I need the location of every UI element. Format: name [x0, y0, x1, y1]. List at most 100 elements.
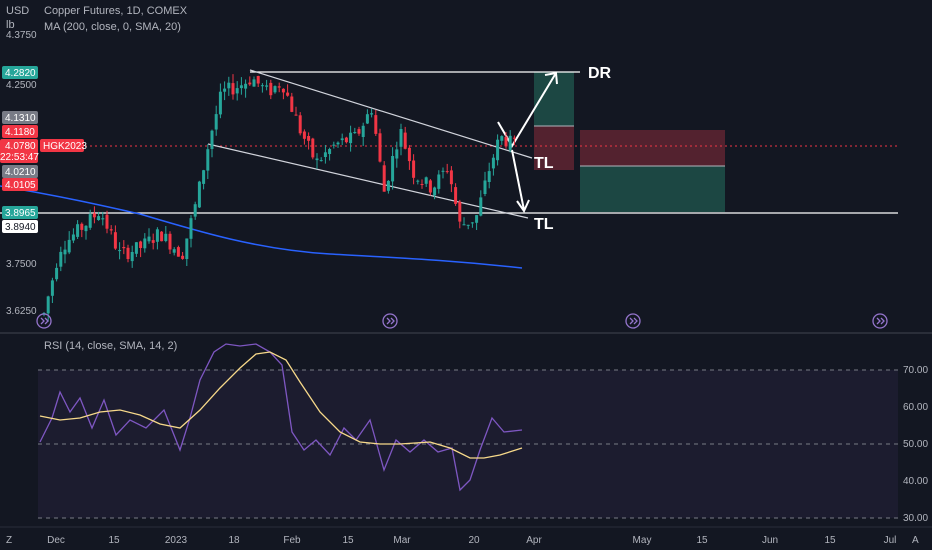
candle-body[interactable]	[46, 296, 50, 314]
candle-body[interactable]	[382, 165, 386, 192]
candle-body[interactable]	[420, 184, 424, 185]
candle-body[interactable]	[231, 83, 235, 95]
candle-body[interactable]	[92, 213, 96, 218]
candle-body[interactable]	[479, 197, 483, 216]
candle-body[interactable]	[428, 180, 432, 193]
candle-body[interactable]	[281, 88, 285, 93]
candle-body[interactable]	[319, 160, 323, 162]
candle-body[interactable]	[311, 138, 315, 158]
candle-body[interactable]	[365, 114, 369, 124]
candle-body[interactable]	[143, 238, 147, 249]
candle-body[interactable]	[134, 242, 138, 254]
candle-body[interactable]	[185, 238, 189, 260]
candle-body[interactable]	[491, 157, 495, 169]
candle-body[interactable]	[307, 136, 311, 141]
candle-body[interactable]	[462, 224, 466, 226]
candle-body[interactable]	[202, 170, 206, 184]
candle-body[interactable]	[97, 216, 101, 220]
symbol-title[interactable]: Copper Futures, 1D, COMEX	[44, 5, 188, 17]
candle-body[interactable]	[504, 136, 508, 147]
event-icon-3[interactable]	[625, 313, 641, 329]
candle-body[interactable]	[101, 218, 105, 220]
candle-body[interactable]	[412, 160, 416, 178]
candle-body[interactable]	[189, 218, 193, 239]
candle-body[interactable]	[433, 187, 437, 196]
candle-body[interactable]	[323, 152, 327, 157]
candle-body[interactable]	[118, 250, 122, 252]
candle-body[interactable]	[248, 82, 252, 85]
candle-body[interactable]	[265, 85, 269, 87]
stop-zone-small[interactable]	[534, 126, 574, 170]
candle-body[interactable]	[437, 174, 441, 189]
candle-body[interactable]	[328, 149, 332, 154]
candle-body[interactable]	[315, 158, 319, 161]
candle-body[interactable]	[496, 139, 500, 161]
candle-body[interactable]	[139, 241, 143, 249]
candle-body[interactable]	[361, 125, 365, 137]
candle-body[interactable]	[500, 136, 504, 141]
candle-body[interactable]	[407, 147, 411, 162]
candle-body[interactable]	[399, 129, 403, 147]
candle-body[interactable]	[269, 82, 273, 96]
time-axis[interactable]: Dec 15 2023 18 Feb 15 Mar 20 Apr May 15 Jun 15 Jul	[47, 535, 896, 546]
candle-body[interactable]	[344, 137, 348, 143]
ma200-line[interactable]	[0, 185, 523, 269]
candle-body[interactable]	[416, 180, 420, 182]
auto-scale-corner[interactable]: A	[912, 535, 919, 546]
stop-zone-large[interactable]	[580, 130, 725, 166]
candle-body[interactable]	[483, 180, 487, 195]
annotation-tl-lower[interactable]: TL	[534, 216, 554, 233]
candle-body[interactable]	[235, 88, 239, 94]
candle-body[interactable]	[424, 177, 428, 184]
candle-body[interactable]	[126, 247, 130, 259]
candle-body[interactable]	[458, 201, 462, 222]
event-icon-4[interactable]	[872, 313, 888, 329]
candle-body[interactable]	[223, 88, 227, 92]
candle-body[interactable]	[55, 267, 59, 280]
event-icon-2[interactable]	[382, 313, 398, 329]
candle-body[interactable]	[512, 137, 516, 139]
candle-body[interactable]	[391, 156, 395, 182]
candle-body[interactable]	[84, 225, 88, 232]
candle-body[interactable]	[378, 133, 382, 162]
candle-body[interactable]	[374, 115, 378, 134]
candle-body[interactable]	[71, 234, 75, 241]
candle-body[interactable]	[214, 114, 218, 130]
candle-body[interactable]	[113, 232, 117, 249]
candles-group[interactable]	[42, 74, 516, 322]
candle-body[interactable]	[168, 233, 172, 250]
candle-body[interactable]	[336, 142, 340, 145]
candle-body[interactable]	[164, 233, 168, 241]
candle-body[interactable]	[260, 85, 264, 87]
candle-body[interactable]	[353, 132, 357, 134]
candle-body[interactable]	[445, 171, 449, 173]
candle-body[interactable]	[286, 92, 290, 96]
candle-body[interactable]	[475, 215, 479, 223]
candle-body[interactable]	[508, 135, 512, 151]
candle-body[interactable]	[122, 247, 126, 249]
candle-body[interactable]	[298, 115, 302, 134]
candle-body[interactable]	[239, 85, 243, 89]
candle-body[interactable]	[147, 236, 151, 242]
candle-body[interactable]	[349, 132, 353, 144]
candle-body[interactable]	[244, 83, 248, 89]
candle-body[interactable]	[332, 144, 336, 146]
annotation-tl-upper[interactable]: TL	[534, 155, 554, 172]
candle-body[interactable]	[487, 171, 491, 182]
candle-body[interactable]	[63, 249, 67, 255]
candle-body[interactable]	[252, 79, 256, 87]
timezone-corner[interactable]: Z	[6, 535, 12, 546]
candle-body[interactable]	[403, 132, 407, 149]
candle-body[interactable]	[290, 96, 294, 112]
candle-body[interactable]	[370, 113, 374, 115]
event-icons[interactable]	[36, 313, 888, 329]
candle-body[interactable]	[277, 86, 281, 88]
candle-body[interactable]	[88, 214, 92, 228]
candle-body[interactable]	[466, 224, 470, 226]
candle-body[interactable]	[302, 131, 306, 139]
candle-body[interactable]	[80, 223, 84, 230]
candle-body[interactable]	[256, 76, 260, 84]
candle-body[interactable]	[76, 224, 80, 237]
candle-body[interactable]	[273, 86, 277, 93]
